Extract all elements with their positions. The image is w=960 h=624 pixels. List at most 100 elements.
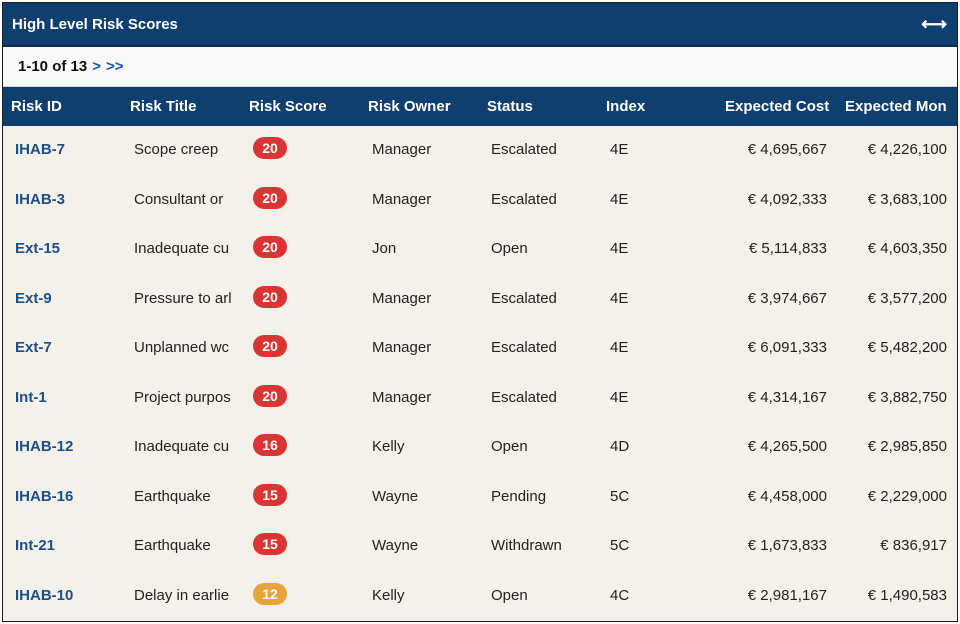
column-header-risk-title[interactable]: Risk Title (130, 98, 197, 115)
expand-icon[interactable]: ⟷ (921, 13, 947, 34)
table-row[interactable]: Ext-15 Inadequate cu 20 Jon Open 4E € 5,114,83… (3, 225, 957, 275)
column-header-risk-owner[interactable]: Risk Owner (368, 98, 451, 115)
risk-score: 16 (253, 434, 287, 460)
risk-score: 20 (253, 335, 287, 361)
score-badge: 20 (253, 236, 287, 258)
risk-index: 4E (610, 240, 629, 257)
expected-mon: € 5,482,200 (867, 339, 947, 356)
expected-mon: € 2,229,000 (867, 487, 947, 505)
risk-id-link[interactable]: Ext-9 (15, 289, 52, 307)
risk-id-link[interactable]: Int-1 (15, 388, 47, 406)
panel-header: High Level Risk Scores ⟷ (3, 3, 957, 47)
expected-cost: € 4,265,500 (747, 438, 827, 455)
risk-id-link[interactable]: Ext-7 (15, 339, 52, 356)
risk-title: Inadequate cu (134, 240, 230, 257)
table-row[interactable]: IHAB-7 Scope creep 20 Manager Escalated 4E € 4… (3, 126, 957, 176)
column-header-risk-score[interactable]: Risk Score (249, 98, 327, 115)
risk-title: Consultant or (134, 190, 224, 208)
column-header-status[interactable]: Status (487, 98, 533, 115)
risk-status: Escalated (491, 141, 557, 158)
risk-id-link[interactable]: IHAB-3 (15, 190, 66, 208)
table-row[interactable]: IHAB-12 Inadequate cu 16 Kelly Open 4D € 4,265… (3, 423, 957, 473)
score-badge: 15 (253, 533, 287, 555)
risk-owner: Manager (372, 190, 432, 208)
risk-owner: Kelly (372, 586, 405, 604)
risk-owner: Manager (372, 339, 432, 356)
table-row[interactable]: Ext-9 Pressure to arl 20 Manager Escalated 4E… (3, 275, 957, 325)
risk-status: Open (491, 240, 528, 257)
risk-owner: Manager (372, 289, 432, 307)
score-badge: 16 (253, 434, 287, 456)
table-row[interactable]: Ext-7 Unplanned wc 20 Manager Escalated 4E € 6… (3, 324, 957, 374)
column-header-risk-id[interactable]: Risk ID (11, 98, 62, 115)
expected-cost: € 2,981,167 (747, 586, 827, 604)
risk-owner: Jon (372, 240, 397, 257)
risk-owner: Manager (372, 141, 432, 158)
table-row[interactable]: IHAB-10 Delay in earlie 12 Kelly Open 4C € 2,9… (3, 572, 957, 622)
column-header-expected-cost[interactable]: Expected Cost (725, 98, 830, 115)
expected-mon: € 4,226,100 (867, 141, 947, 158)
expected-mon: € 4,603,350 (867, 240, 947, 257)
score-badge: 20 (253, 186, 287, 209)
score-badge: 20 (253, 335, 287, 357)
risk-score: 12 (253, 582, 287, 609)
table-row[interactable]: IHAB-16 Earthquake 15 Wayne Pending 5C € 4,458… (3, 473, 957, 523)
risk-status: Withdrawn (491, 537, 562, 554)
risk-title: Inadequate cu (134, 438, 230, 455)
expected-mon: € 2,985,850 (867, 438, 947, 455)
risk-owner: Manager (372, 388, 432, 406)
expected-cost: € 4,458,000 (747, 487, 827, 505)
expected-mon: € 836,917 (880, 537, 947, 554)
score-badge: 20 (253, 137, 287, 159)
risk-status: Escalated (491, 388, 557, 406)
risk-status: Pending (491, 487, 547, 505)
risk-title: Delay in earlie (134, 586, 230, 604)
risk-status: Escalated (491, 190, 557, 208)
risk-id-link[interactable]: Ext-15 (15, 240, 61, 257)
risk-index: 4E (610, 289, 629, 307)
risk-index: 4C (610, 586, 630, 604)
last-page-link[interactable]: >> (105, 58, 124, 75)
expected-cost: € 1,673,833 (747, 537, 827, 554)
expected-cost: € 3,974,667 (747, 289, 827, 307)
table-row[interactable]: Int-1 Project purpos 20 Manager Escalated 4E €… (3, 374, 957, 424)
expected-mon: € 3,577,200 (867, 289, 947, 307)
risk-title: Earthquake (134, 487, 211, 505)
table-row[interactable]: Int-21 Earthquake 15 Wayne Withdrawn 5C € 1,67… (3, 522, 957, 572)
risk-score: 20 (253, 186, 287, 213)
expected-mon: € 3,683,100 (867, 190, 947, 208)
next-page-link[interactable]: > (92, 58, 101, 75)
risk-status: Escalated (491, 339, 557, 356)
score-badge: 20 (253, 285, 287, 308)
risk-id-link[interactable]: IHAB-12 (15, 438, 74, 455)
risk-id-link[interactable]: Int-21 (15, 537, 56, 554)
pagination-range: 1-10 of 13 (18, 58, 88, 75)
risk-index: 4E (610, 388, 629, 406)
panel-title: High Level Risk Scores (12, 15, 178, 33)
risk-index: 5C (610, 537, 630, 554)
table-row[interactable]: IHAB-3 Consultant or 20 Manager Escalated 4E €… (3, 176, 957, 226)
risk-owner: Wayne (372, 537, 419, 554)
expected-cost: € 6,091,333 (747, 339, 827, 356)
risk-status: Escalated (491, 289, 557, 307)
expected-cost: € 4,314,167 (747, 388, 827, 406)
risk-id-link[interactable]: IHAB-7 (15, 141, 66, 158)
column-header-index[interactable]: Index (606, 98, 646, 115)
expected-cost: € 4,695,667 (747, 141, 827, 158)
risk-owner: Kelly (372, 438, 405, 455)
risk-index: 5C (610, 487, 630, 505)
risk-status: Open (491, 586, 528, 604)
risk-status: Open (491, 438, 528, 455)
risk-id-link[interactable]: IHAB-16 (15, 487, 74, 505)
risk-id-link[interactable]: IHAB-10 (15, 586, 74, 604)
score-badge: 20 (253, 384, 287, 407)
risk-index: 4D (610, 438, 630, 455)
column-header-expected-mon[interactable]: Expected Mon (845, 98, 947, 115)
risk-title: Unplanned wc (134, 339, 230, 356)
expected-cost: € 4,092,333 (747, 190, 827, 208)
expected-mon: € 3,882,750 (867, 388, 947, 406)
risk-index: 4E (610, 339, 629, 356)
table-header: Risk ID Risk Title Risk Score Risk Owner… (3, 87, 957, 126)
risk-score: 20 (253, 384, 287, 411)
